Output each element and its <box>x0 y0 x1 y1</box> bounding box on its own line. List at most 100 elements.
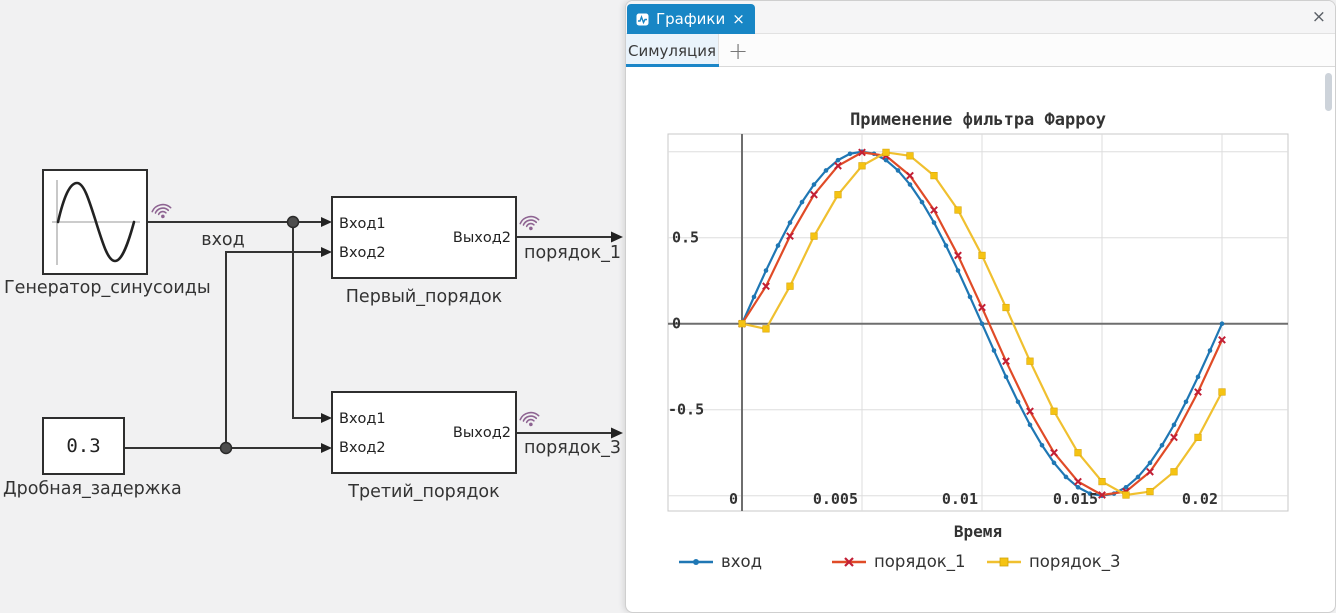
port-in2: Вход2 <box>339 245 386 261</box>
series-marker-порядок_3 <box>882 148 890 156</box>
series-marker-вход <box>967 294 973 300</box>
plot-window: 0.5 0 -0.5 0 0.005 0.01 0.015 0.02 Приме… <box>625 0 1336 613</box>
legend-item-order1[interactable]: порядок_1 <box>831 552 966 571</box>
series-marker-вход <box>1147 460 1153 466</box>
series-marker-порядок_1 <box>786 232 794 241</box>
series-marker-вход <box>811 182 817 187</box>
block-first-order[interactable]: Вход1 Вход2 Выход2 <box>331 196 517 279</box>
port-in2: Вход2 <box>339 440 386 456</box>
tab-graphs[interactable]: Графики × <box>627 4 755 34</box>
x-tick: 0 <box>729 490 738 508</box>
series-marker-вход <box>1207 348 1213 353</box>
arrowhead <box>611 427 623 439</box>
tab-close-icon[interactable]: × <box>732 9 745 28</box>
series-marker-порядок_3 <box>954 206 962 214</box>
arrowhead <box>321 217 332 227</box>
series-marker-порядок_3 <box>858 162 866 170</box>
series-marker-порядок_1 <box>906 171 914 180</box>
sine-wave-icon <box>52 180 140 265</box>
window-close-icon[interactable]: × <box>1311 7 1326 27</box>
series-marker-вход <box>1075 484 1081 490</box>
series-marker-порядок_3 <box>1170 468 1178 476</box>
chart-title: Применение фильтра Фарроу <box>850 110 1106 130</box>
series-marker-порядок_3 <box>906 152 914 160</box>
tab-simulation[interactable]: Симуляция <box>626 34 719 67</box>
series-marker-вход <box>931 220 937 225</box>
legend-swatch-line-dot <box>679 558 713 565</box>
series-marker-порядок_1 <box>954 251 962 260</box>
wire-branch-to-third-in1[interactable] <box>292 222 323 419</box>
wire-branch-to-first-in2[interactable] <box>225 251 323 448</box>
series-marker-вход <box>1039 443 1045 448</box>
arrowhead <box>611 231 623 243</box>
series-marker-порядок_3 <box>738 320 746 328</box>
junction-dot[interactable] <box>219 441 233 455</box>
block-label-fractional-delay: Дробная_задержка <box>3 479 182 499</box>
port-out: Выход2 <box>452 425 511 441</box>
series-marker-порядок_1 <box>1002 357 1010 366</box>
series-layer <box>738 148 1226 499</box>
series-marker-порядок_1 <box>1194 388 1202 396</box>
x-tick: 0.015 <box>1053 490 1098 508</box>
tab-title: Графики <box>656 10 726 28</box>
scrollbar-thumb[interactable] <box>1325 73 1332 111</box>
series-marker-порядок_3 <box>834 191 842 199</box>
series-marker-порядок_1 <box>930 206 938 214</box>
chart-area[interactable]: 0.5 0 -0.5 0 0.005 0.01 0.015 0.02 Приме… <box>626 1 1336 613</box>
wifi-icon[interactable] <box>518 410 542 429</box>
y-tick: -0.5 <box>668 401 704 419</box>
series-marker-порядок_1 <box>810 190 818 199</box>
arrowhead <box>321 247 332 257</box>
block-label-first-order: Первый_порядок <box>345 287 503 307</box>
junction-dot[interactable] <box>286 215 300 229</box>
series-marker-вход <box>1159 443 1165 448</box>
series-marker-порядок_3 <box>762 325 770 333</box>
series-marker-вход <box>1135 474 1141 480</box>
arrowhead <box>321 413 332 423</box>
series-marker-вход <box>1087 491 1093 496</box>
series-marker-вход <box>823 168 829 173</box>
series-marker-порядок_3 <box>1026 357 1034 365</box>
legend-item-order3[interactable]: порядок_3 <box>986 552 1121 571</box>
legend-item-input[interactable]: вход <box>678 552 762 571</box>
series-marker-вход <box>907 182 913 187</box>
block-sine-generator[interactable] <box>42 169 148 275</box>
series-marker-вход <box>895 168 901 173</box>
wire-label-input: вход <box>201 230 245 250</box>
wires-layer <box>125 202 623 455</box>
series-marker-порядок_3 <box>1098 477 1106 486</box>
x-tick: 0.02 <box>1182 490 1218 508</box>
x-tick: 0.005 <box>813 490 858 508</box>
series-marker-вход <box>1183 399 1189 405</box>
series-marker-порядок_1 <box>1146 467 1154 476</box>
series-marker-вход <box>835 157 841 163</box>
legend-label: вход <box>721 552 762 571</box>
series-marker-порядок_1 <box>1050 448 1058 457</box>
series-marker-порядок_3 <box>978 251 986 260</box>
series-marker-порядок_1 <box>1098 491 1106 499</box>
tab-simulation-label: Симуляция <box>627 41 716 60</box>
wifi-icon[interactable] <box>150 202 174 221</box>
block-fractional-delay[interactable]: 0.3 <box>42 417 125 475</box>
series-marker-вход <box>955 268 961 273</box>
block-third-order[interactable]: Вход1 Вход2 Выход2 <box>331 391 517 474</box>
series-marker-вход <box>1123 484 1129 490</box>
simulation-tabrow: Симуляция + <box>626 34 1335 67</box>
series-marker-вход <box>763 268 769 273</box>
chart-legend: вход порядок_1 порядок_3 <box>626 552 1335 580</box>
series-marker-вход <box>919 199 925 205</box>
series-marker-вход <box>943 243 949 248</box>
schematic-canvas[interactable]: Генератор_синусоиды 0.3 Дробная_задержка… <box>0 0 625 613</box>
series-marker-порядок_3 <box>1218 388 1226 396</box>
wifi-icon[interactable] <box>518 214 542 233</box>
series-marker-порядок_3 <box>1194 433 1202 441</box>
wire-label-order1: порядок_1 <box>524 243 622 263</box>
series-marker-вход <box>775 243 781 248</box>
y-tick: 0.5 <box>672 229 699 247</box>
plot-frame <box>667 133 1289 512</box>
add-tab-button[interactable]: + <box>727 36 749 65</box>
port-in1: Вход1 <box>339 411 386 427</box>
port-out: Выход2 <box>452 230 511 246</box>
series-marker-порядок_1 <box>858 148 866 157</box>
series-marker-порядок_1 <box>1026 407 1034 416</box>
